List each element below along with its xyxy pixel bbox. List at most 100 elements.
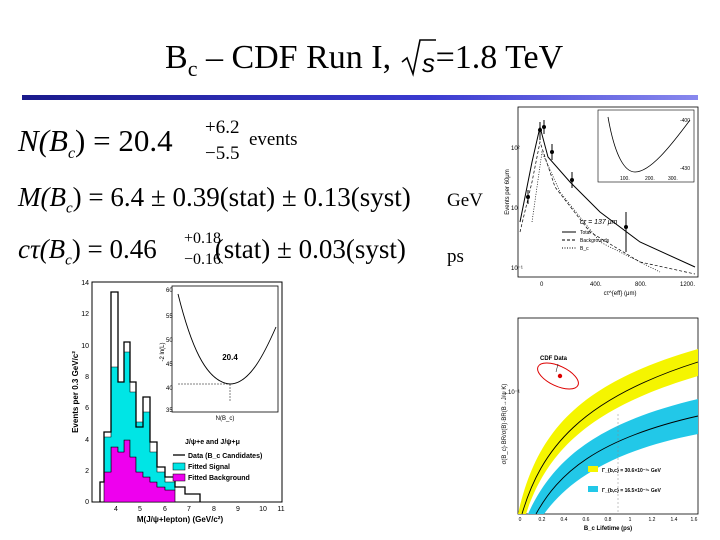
eq-ct-plus: +0.18: [184, 230, 222, 247]
xtick: 0.8: [605, 517, 612, 523]
inset-xlabel: N(B_c): [216, 416, 235, 422]
xtick: 6: [163, 506, 167, 513]
lifetime-inset: [597, 109, 695, 183]
lifetime-ytick: 10: [511, 206, 518, 212]
theory-line-2: [535, 415, 699, 515]
theory-line-1: [521, 361, 699, 515]
lifetime-ytick: 10⁻¹: [511, 266, 523, 272]
inset-ytick: 60: [166, 288, 173, 294]
lifetime-ytick: 10²: [511, 146, 520, 152]
lifetime-legend: Total Backgrounds B_c: [562, 230, 610, 252]
eq-n-plus: +6.2: [205, 117, 240, 138]
ytick: 14: [81, 280, 89, 287]
mass-ylabel: Events per 0.3 GeV/c²: [71, 351, 80, 433]
inset-ytick: 55: [166, 314, 173, 320]
ytick: 4: [85, 437, 89, 444]
xtick: 8: [212, 506, 216, 513]
lifetime-inset-ytick: -400: [680, 118, 690, 124]
sqrt-symbol: s: [400, 38, 436, 78]
eq-m-lhs: M(B: [18, 182, 66, 212]
mass-histogram: 0 2 4 6 8 10 12 14 4 5 6 7 8 9 10 11 M(J…: [71, 280, 285, 524]
mass-xlabel: M(J/ψ+lepton) (GeV/c²): [137, 515, 224, 524]
lifetime-plot: Events per 60μm 10² 10 10⁻¹ 0 400. 800. …: [505, 106, 699, 297]
eq-n-minus: −5.5: [205, 143, 240, 164]
eq-n-sub: c: [67, 145, 76, 163]
xtick: 11: [277, 506, 284, 513]
cdf-data-ellipse: [537, 362, 579, 390]
total-curve: [519, 126, 696, 268]
eq-ct-unit: ps: [447, 246, 464, 267]
eq-ct-rest: (stat) ± 0.03(syst): [214, 234, 406, 264]
theory-ytick: 10⁻¹: [508, 390, 520, 396]
legend-title: J/ψ+e and J/ψ+μ: [185, 439, 240, 446]
lifetime-inset-xtick: 300.: [668, 176, 678, 182]
xtick: 7: [187, 506, 191, 513]
xtick: 1.6: [691, 517, 698, 523]
ytick: 0: [85, 499, 89, 506]
xtick: 5: [138, 506, 142, 513]
lifetime-inset-xtick: 200.: [645, 176, 655, 182]
legend-data: Data (B_c Candidates): [188, 453, 262, 460]
title-main: B: [165, 39, 188, 76]
lifetime-xlabel: cτ^{eff} (μm): [604, 291, 637, 297]
title-rest: – CDF Run I,: [197, 39, 400, 76]
inset-ytick: 35: [166, 408, 173, 414]
eq-n-lhs: N(B: [18, 123, 68, 158]
xtick: 0.6: [583, 517, 590, 523]
theory-xticks: 0 0.2 0.4 0.6 0.8 1 1.2 1.4 1.6: [519, 517, 698, 523]
data-histogram: [99, 291, 201, 502]
page-title: Bc – CDF Run I, s =1.8 TeV: [165, 38, 563, 82]
equation-m: M(Bc) = 6.4 ± 0.39(stat) ± 0.13(syst): [18, 182, 411, 217]
lifetime-xtick: 800.: [635, 282, 647, 288]
legend-backgrounds: Backgrounds: [580, 238, 610, 244]
ytick: 2: [85, 468, 89, 475]
eq-m-sub: c: [65, 200, 73, 217]
xtick: 1.4: [671, 517, 678, 523]
lifetime-ylabel: Events per 60μm: [505, 169, 511, 214]
ytick: 6: [85, 405, 89, 412]
sqrt-var: s: [422, 48, 435, 78]
ytick: 10: [81, 343, 89, 350]
title-sub: c: [187, 55, 198, 81]
yellow-band: [518, 349, 698, 514]
ytick: 8: [85, 374, 89, 381]
legend-background: Fitted Background: [188, 475, 250, 482]
cdf-data-label: CDF Data: [540, 356, 568, 362]
xtick: 10: [259, 506, 267, 513]
mass-xticks: 4 5 6 7 8 9 10 11: [114, 506, 285, 513]
lifetime-data-points: [526, 120, 628, 252]
xtick: 4: [114, 506, 118, 513]
inset-min-label: 20.4: [222, 353, 238, 362]
xtick: 0: [519, 517, 522, 523]
likelihood-inset: [171, 285, 279, 413]
equation-n: N(Bc) = 20.4: [18, 123, 173, 163]
lifetime-xtick: 1200.: [680, 282, 695, 288]
mass-legend: J/ψ+e and J/ψ+μ Data (B_c Candidates) Fi…: [172, 439, 262, 482]
lifetime-xtick: 400.: [590, 282, 602, 288]
background-curve: [519, 140, 696, 275]
legend-bc: B_c: [580, 246, 589, 252]
legend-total: Total: [580, 230, 591, 236]
xtick: 1.2: [649, 517, 656, 523]
lifetime-inset-xtick: 100.: [620, 176, 630, 182]
xtick: 0.2: [539, 517, 546, 523]
eq-ct-value: ) = 0.46: [71, 234, 157, 264]
xtick: 9: [236, 506, 240, 513]
theory-plot: σ(B_c)·BR/σ(B)·BR(B→J/ψ K) 10⁻¹ CDF Data…: [502, 317, 699, 532]
eq-m-unit: GeV: [447, 190, 483, 211]
eq-ct-sub: c: [65, 252, 72, 269]
mass-yticks: 0 2 4 6 8 10 12 14: [81, 280, 89, 506]
title-energy: =1.8 TeV: [435, 39, 564, 76]
lifetime-xtick: 0: [540, 282, 544, 288]
title-rule: [22, 95, 698, 100]
bc-curve: [531, 150, 661, 273]
ytick: 12: [81, 311, 89, 318]
inset-ytick: 40: [166, 386, 173, 392]
inset-ytick: 45: [166, 362, 173, 368]
xtick: 1: [629, 517, 632, 523]
fit-label: cτ = 137 μm: [580, 219, 618, 226]
lifetime-inset-ytick: -430: [680, 166, 690, 172]
eq-n-unit: events: [249, 129, 298, 150]
inset-ytick: 50: [166, 338, 173, 344]
xtick: 0.4: [561, 517, 568, 523]
